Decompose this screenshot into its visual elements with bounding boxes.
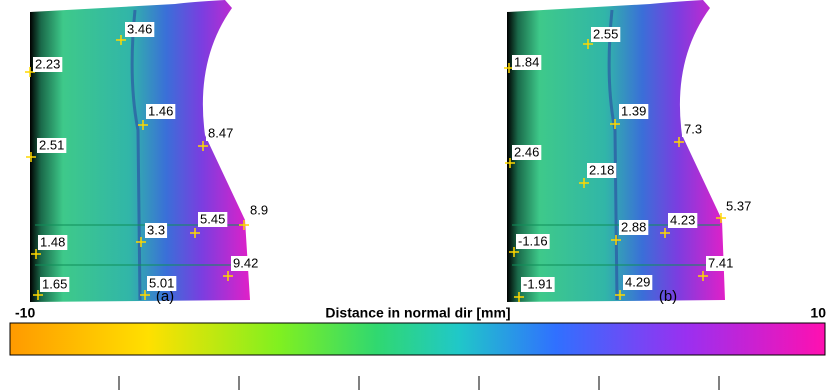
point-label: 8.9 (250, 202, 268, 217)
point-label: 7.3 (684, 121, 702, 136)
point-label: 2.51 (39, 137, 64, 152)
colorbar-ticks (119, 376, 719, 390)
point-label: 5.37 (726, 198, 751, 213)
colorbar-title: Distance in normal dir [mm] (325, 305, 510, 321)
point-label: 7.41 (708, 255, 733, 270)
caption: (b) (659, 288, 677, 305)
point-label: 3.3 (147, 222, 165, 237)
point-label: 9.42 (233, 255, 258, 270)
point-label: 2.55 (593, 26, 618, 41)
point-label: 1.65 (42, 276, 67, 291)
figure: (a) (b) -10 10 Distance in normal dir [m… (0, 0, 831, 390)
point-label: -1.91 (523, 276, 553, 291)
point-label: 8.47 (208, 125, 233, 140)
point-label: 3.46 (127, 21, 152, 36)
point-label: 2.18 (589, 162, 614, 177)
colorbar-max: 10 (810, 305, 826, 321)
point-label: 5.01 (149, 275, 174, 290)
point-label: 1.84 (514, 54, 539, 69)
colorbar-min: -10 (15, 305, 35, 321)
point: 5.37 (716, 198, 753, 223)
point-label: 4.29 (625, 274, 650, 289)
point-label: 5.45 (200, 211, 225, 226)
point-label: 1.46 (148, 103, 173, 118)
point-label: 1.39 (621, 103, 646, 118)
point-label: 4.23 (670, 212, 695, 227)
point-label: 2.88 (621, 219, 646, 234)
point-label: 1.48 (40, 234, 65, 249)
point-label: -1.16 (518, 233, 548, 248)
colorbar (10, 323, 825, 355)
point-label: 2.46 (514, 144, 539, 159)
point-label: 2.23 (35, 56, 60, 71)
point: 8.9 (239, 202, 270, 230)
